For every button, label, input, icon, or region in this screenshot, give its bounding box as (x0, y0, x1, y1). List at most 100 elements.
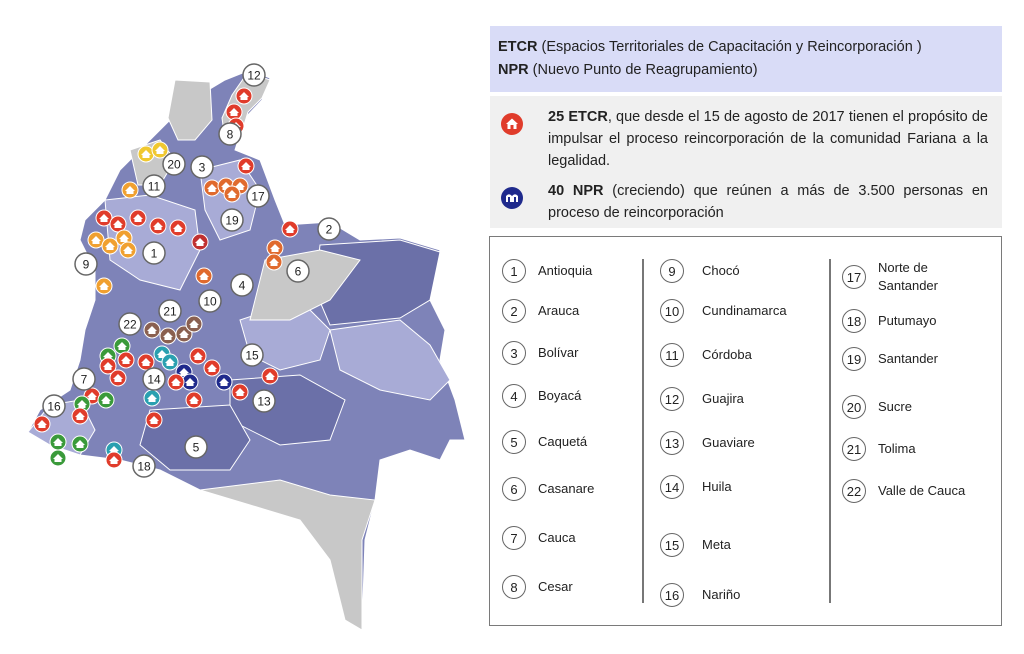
department-name: Norte de Santander (878, 260, 938, 293)
map-number-label: 5 (184, 435, 208, 459)
svg-text:3: 3 (199, 161, 206, 175)
svg-text:14: 14 (147, 373, 161, 387)
marker-icon (117, 351, 135, 369)
svg-text:6: 6 (295, 265, 302, 279)
department-name: Sucre (878, 399, 912, 414)
svg-text:11: 11 (148, 180, 161, 194)
etcr-full: (Espacios Territoriales de Capacitación … (537, 39, 922, 55)
department-number: 17 (842, 265, 866, 289)
marker-icon (261, 367, 279, 385)
marker-icon (145, 411, 163, 429)
map-number-label: 1 (142, 241, 166, 265)
marker-icon (169, 219, 187, 237)
department-number: 5 (502, 430, 526, 454)
marker-icon (237, 157, 255, 175)
svg-text:15: 15 (245, 349, 259, 363)
department-number: 2 (502, 299, 526, 323)
map-number-label: 14 (142, 367, 166, 391)
department-number: 13 (660, 431, 684, 455)
etcr-abbr: ETCR (498, 39, 538, 55)
npr-description: (creciendo) que reúnen a más de 3.500 pe… (548, 183, 988, 221)
marker-icon (109, 215, 127, 233)
department-number: 19 (842, 347, 866, 371)
map-number-label: 18 (132, 454, 156, 478)
department-number: 4 (502, 384, 526, 408)
marker-icon (235, 87, 253, 105)
department-name: Casanare (538, 481, 595, 496)
department-number: 20 (842, 395, 866, 419)
marker-icon (71, 435, 89, 453)
department-number: 16 (660, 583, 684, 607)
npr-definition: NPR (Nuevo Punto de Reagrupamiento) (498, 59, 994, 82)
map-number-label: 2 (317, 217, 341, 241)
department-number: 7 (502, 526, 526, 550)
department-name: Boyacá (538, 388, 582, 403)
marker-icon (143, 321, 161, 339)
npr-full: (Nuevo Punto de Reagrupamiento) (528, 62, 758, 78)
marker-icon (105, 451, 123, 469)
marker-icon (195, 267, 213, 285)
department-name: Huila (702, 479, 732, 494)
department-name: Putumayo (878, 313, 937, 328)
marker-icon (49, 433, 67, 451)
marker-icon (71, 407, 89, 425)
marker-icon (33, 415, 51, 433)
department-number: 18 (842, 309, 866, 333)
marker-icon (185, 315, 203, 333)
svg-text:19: 19 (225, 214, 239, 228)
marker-icon (95, 209, 113, 227)
acronym-legend: ETCR (Espacios Territoriales de Capacita… (490, 26, 1002, 92)
marker-icon (265, 253, 283, 271)
marker-icon (215, 373, 233, 391)
map-number-label: 12 (242, 63, 266, 87)
map-number-label: 8 (218, 122, 242, 146)
marker-icon (143, 389, 161, 407)
marker-icon (281, 220, 299, 238)
marker-icon (49, 449, 67, 467)
map-number-label: 6 (286, 259, 310, 283)
marker-icon (137, 145, 155, 163)
marker-icon (191, 233, 209, 251)
map-number-label: 4 (230, 273, 254, 297)
department-name: Guajira (702, 391, 744, 406)
department-name: Valle de Cauca (878, 483, 966, 498)
svg-text:21: 21 (163, 305, 177, 319)
department-number: 8 (502, 575, 526, 599)
column-divider (829, 259, 831, 603)
department-number: 6 (502, 477, 526, 501)
marker-icon (203, 179, 221, 197)
marker-icon (137, 353, 155, 371)
department-number: 11 (660, 343, 684, 367)
marker-icon (189, 347, 207, 365)
npr-count: 40 NPR (548, 183, 604, 199)
marker-icon (101, 237, 119, 255)
etcr-description: , que desde el 15 de agosto de 2017 tien… (548, 109, 988, 169)
npr-building-icon (501, 187, 523, 209)
marker-icon (231, 383, 249, 401)
svg-text:10: 10 (203, 295, 217, 309)
marker-icon (97, 391, 115, 409)
marker-icon (223, 185, 241, 203)
npr-abbr: NPR (498, 62, 529, 78)
department-number: 22 (842, 479, 866, 503)
marker-icon (113, 337, 131, 355)
department-name: Meta (702, 537, 731, 552)
map-number-label: 7 (72, 367, 96, 391)
marker-info-box: 25 ETCR, que desde el 15 de agosto de 20… (490, 96, 1002, 228)
department-name: Cesar (538, 579, 573, 594)
marker-icon (161, 353, 179, 371)
marker-icon (129, 209, 147, 227)
svg-text:20: 20 (167, 158, 181, 172)
svg-text:8: 8 (227, 128, 234, 142)
column-divider (642, 259, 644, 603)
etcr-count: 25 ETCR (548, 109, 608, 125)
svg-text:12: 12 (247, 69, 261, 83)
marker-icon (109, 369, 127, 387)
etcr-definition: ETCR (Espacios Territoriales de Capacita… (498, 36, 994, 59)
department-number: 21 (842, 437, 866, 461)
department-number: 9 (660, 259, 684, 283)
department-number: 14 (660, 475, 684, 499)
svg-text:9: 9 (83, 258, 90, 272)
